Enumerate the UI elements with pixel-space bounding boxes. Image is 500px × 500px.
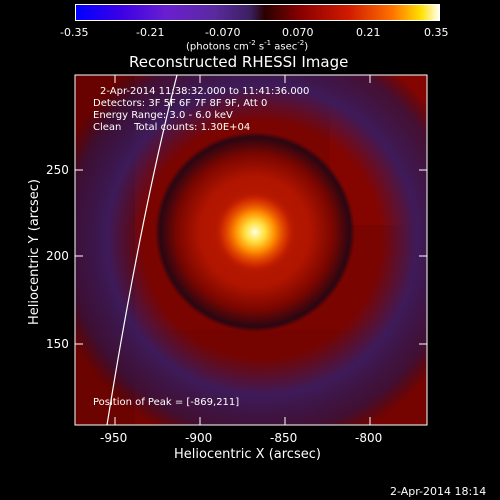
y-axis-label: Heliocentric Y (arcsec) xyxy=(27,179,42,325)
x-tick-label: -800 xyxy=(355,431,383,445)
y-tick-label: 250 xyxy=(46,163,69,177)
colorbar-unit-label: (photons cm-2 s-1 asec-2) xyxy=(186,39,309,53)
peak-position-label: Position of Peak = [-869,211] xyxy=(93,397,240,408)
x-tick-label: -900 xyxy=(185,431,213,445)
colorbar-tick: 0.21 xyxy=(356,26,381,39)
y-tick-label: 150 xyxy=(46,337,69,351)
y-tick-label: 200 xyxy=(46,249,69,263)
peak-source xyxy=(215,192,295,272)
solar-limb xyxy=(106,75,178,425)
footer-timestamp: 2-Apr-2014 18:14 xyxy=(390,485,487,498)
axis-ticks xyxy=(75,75,427,425)
colorbar xyxy=(75,4,440,21)
method-counts-label: Clean Total counts: 1.30E+04 xyxy=(93,122,251,133)
colorbar-tick: -0.35 xyxy=(60,26,89,39)
energy-range-label: Energy Range: 3.0 - 6.0 keV xyxy=(93,110,233,121)
colorbar-tick: -0.21 xyxy=(136,26,165,39)
colorbar-tick: -0.070 xyxy=(205,26,241,39)
x-axis-label: Heliocentric X (arcsec) xyxy=(174,447,321,462)
detectors-label: Detectors: 3F 5F 6F 7F 8F 9F, Att 0 xyxy=(93,98,268,109)
x-tick-label: -850 xyxy=(270,431,298,445)
colorbar-tick: 0.070 xyxy=(282,26,314,39)
colorbar-tick: 0.35 xyxy=(424,26,449,39)
plot-title: Reconstructed RHESSI Image xyxy=(129,53,349,71)
rhessi-image xyxy=(75,75,427,425)
time-range-label: 2-Apr-2014 11:38:32.000 to 11:41:36.000 xyxy=(100,86,310,97)
plot-frame xyxy=(74,74,428,426)
x-tick-label: -950 xyxy=(100,431,128,445)
